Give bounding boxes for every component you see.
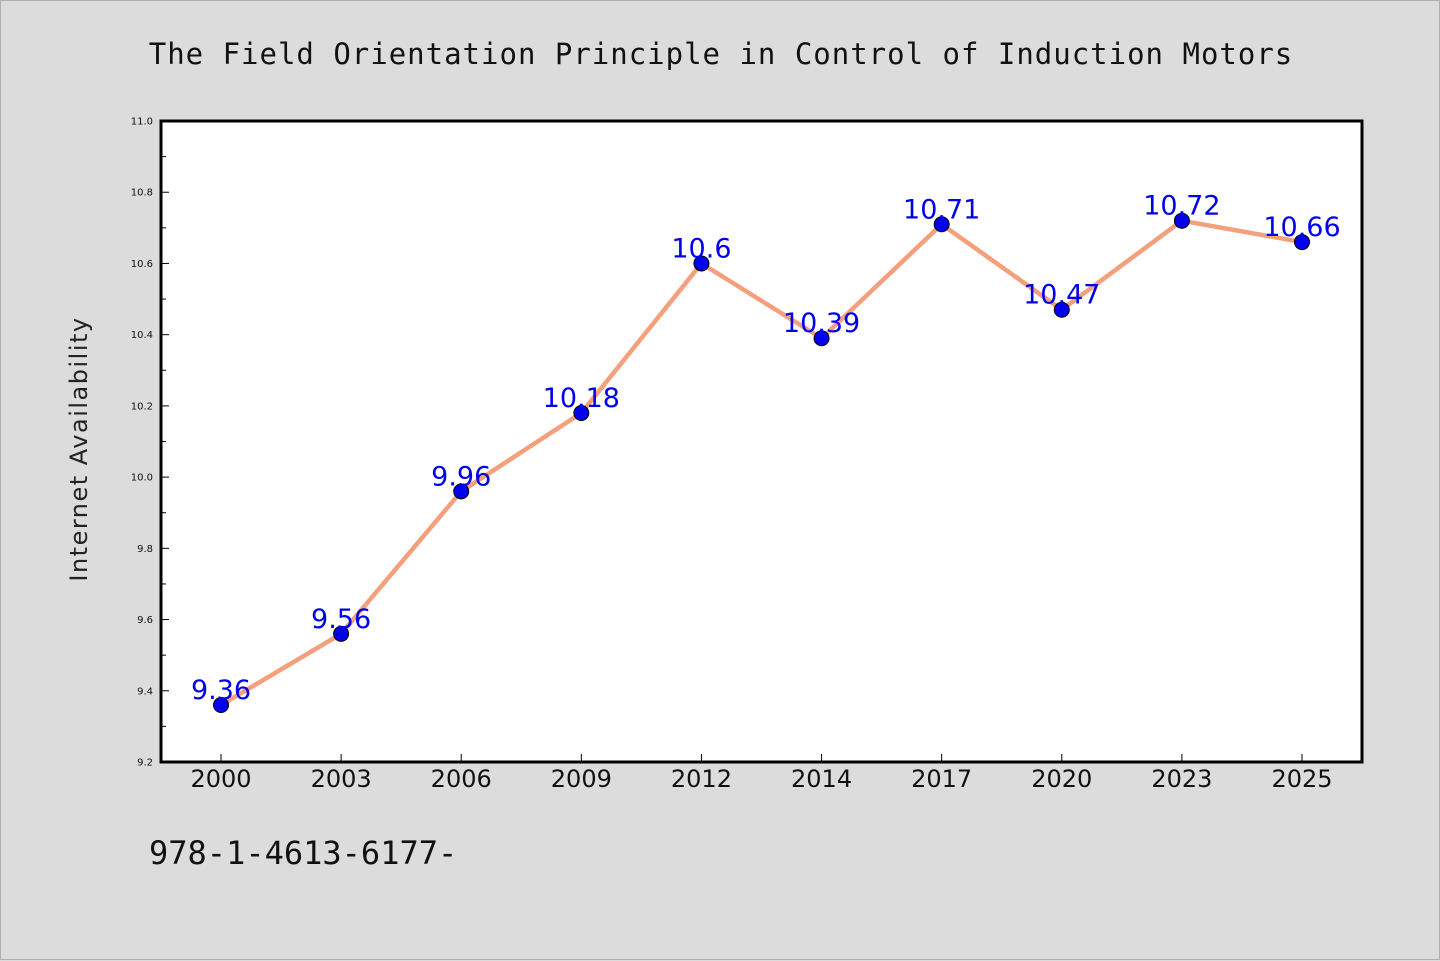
plot-area — [161, 121, 1362, 762]
data-label: 10.47 — [1023, 280, 1100, 311]
data-point-marker — [933, 216, 950, 233]
axes: 9.2 9.4 9.6 9.8 10.0 10.2 10.4 10.6 10.8 11.0 2000… — [131, 117, 1333, 794]
x-tick-label: 2017 — [911, 765, 972, 793]
data-label: 10.71 — [903, 194, 980, 225]
data-label: 9.96 — [431, 461, 491, 492]
y-tick-label: 9.2 — [137, 758, 153, 769]
x-tick-label: 2012 — [671, 765, 732, 793]
y-axis-label: Internet Availability — [65, 316, 93, 581]
y-tick-label: 10.4 — [131, 330, 153, 341]
y-tick-label: 9.4 — [137, 686, 153, 697]
x-tick-label: 2003 — [311, 765, 372, 793]
data-point-marker — [693, 255, 710, 272]
y-tick-label: 10.8 — [131, 188, 153, 199]
x-tick-label: 2000 — [190, 765, 251, 793]
data-label: 10.72 — [1143, 191, 1220, 222]
y-tick-label: 9.8 — [137, 544, 153, 555]
plot-frame — [159, 119, 1364, 764]
data-point-marker — [1173, 212, 1190, 229]
x-tick-label: 2020 — [1031, 765, 1092, 793]
data-point-marker — [213, 697, 229, 714]
x-tick-label: 2025 — [1271, 765, 1332, 793]
data-label: 10.18 — [543, 383, 620, 414]
data-point-marker — [453, 483, 470, 500]
data-point-marker — [333, 625, 350, 642]
x-tick-label: 2023 — [1151, 765, 1212, 793]
data-point-marker — [573, 405, 590, 422]
y-tick-label: 10.2 — [131, 401, 153, 412]
x-tick-label: 2006 — [431, 765, 492, 793]
x-tick-label: 2014 — [791, 765, 852, 793]
chart-title: The Field Orientation Principle in Contr… — [149, 37, 1294, 71]
series-line-group: 9.36 9.56 9.96 10.18 10.6 10.39 10.71 10.47 10.7… — [191, 191, 1341, 714]
data-point-marker — [813, 330, 830, 347]
data-label: 10.6 — [671, 233, 731, 264]
data-label: 10.66 — [1263, 212, 1340, 243]
data-point-marker — [1294, 234, 1310, 251]
y-tick-label: 10.6 — [131, 259, 153, 270]
footer-isbn-text: 978-1-4613-6177- — [149, 834, 457, 872]
y-tick-label: 9.6 — [137, 615, 153, 626]
data-label: 9.56 — [311, 604, 371, 635]
x-tick-label: 2009 — [551, 765, 612, 793]
series-line — [218, 218, 1305, 708]
data-point-marker — [1053, 301, 1070, 318]
data-label: 9.36 — [191, 675, 251, 706]
data-label: 10.39 — [783, 308, 860, 339]
y-tick-label: 11.0 — [131, 117, 153, 128]
y-tick-label: 10.0 — [131, 473, 153, 484]
